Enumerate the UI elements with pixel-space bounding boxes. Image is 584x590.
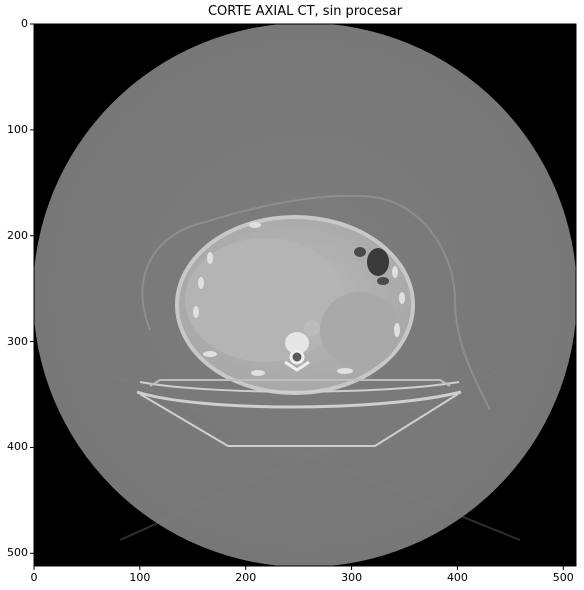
plot-title: CORTE AXIAL CT, sin procesar <box>207 4 403 19</box>
x-tick-label: 100 <box>129 571 151 584</box>
ct-ribs <box>193 222 405 376</box>
x-tick-label: 200 <box>235 571 257 584</box>
x-tick-label: 400 <box>446 571 468 584</box>
x-axis-ticks <box>33 566 564 570</box>
ct-vertebra <box>284 332 310 372</box>
ct-scanner-table <box>136 379 462 447</box>
y-tick-label: 200 <box>7 228 28 242</box>
y-tick-label: 300 <box>7 334 28 348</box>
ct-image <box>34 24 576 566</box>
y-tick-label: 100 <box>7 122 28 136</box>
ct-gas-pocket <box>367 248 389 276</box>
x-tick-label: 300 <box>341 571 363 584</box>
axes-frame <box>33 23 577 567</box>
y-axis-ticks <box>30 23 34 554</box>
y-tick-label: 500 <box>7 546 28 560</box>
y-tick-label: 400 <box>7 440 28 454</box>
y-tick-label: 0 <box>21 17 28 30</box>
x-tick-label: 0 <box>30 571 38 584</box>
x-tick-label: 500 <box>552 571 574 584</box>
ct-skin-contour <box>141 194 491 411</box>
